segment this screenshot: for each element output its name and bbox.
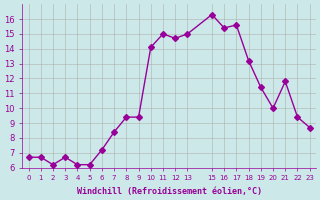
X-axis label: Windchill (Refroidissement éolien,°C): Windchill (Refroidissement éolien,°C) (76, 187, 262, 196)
